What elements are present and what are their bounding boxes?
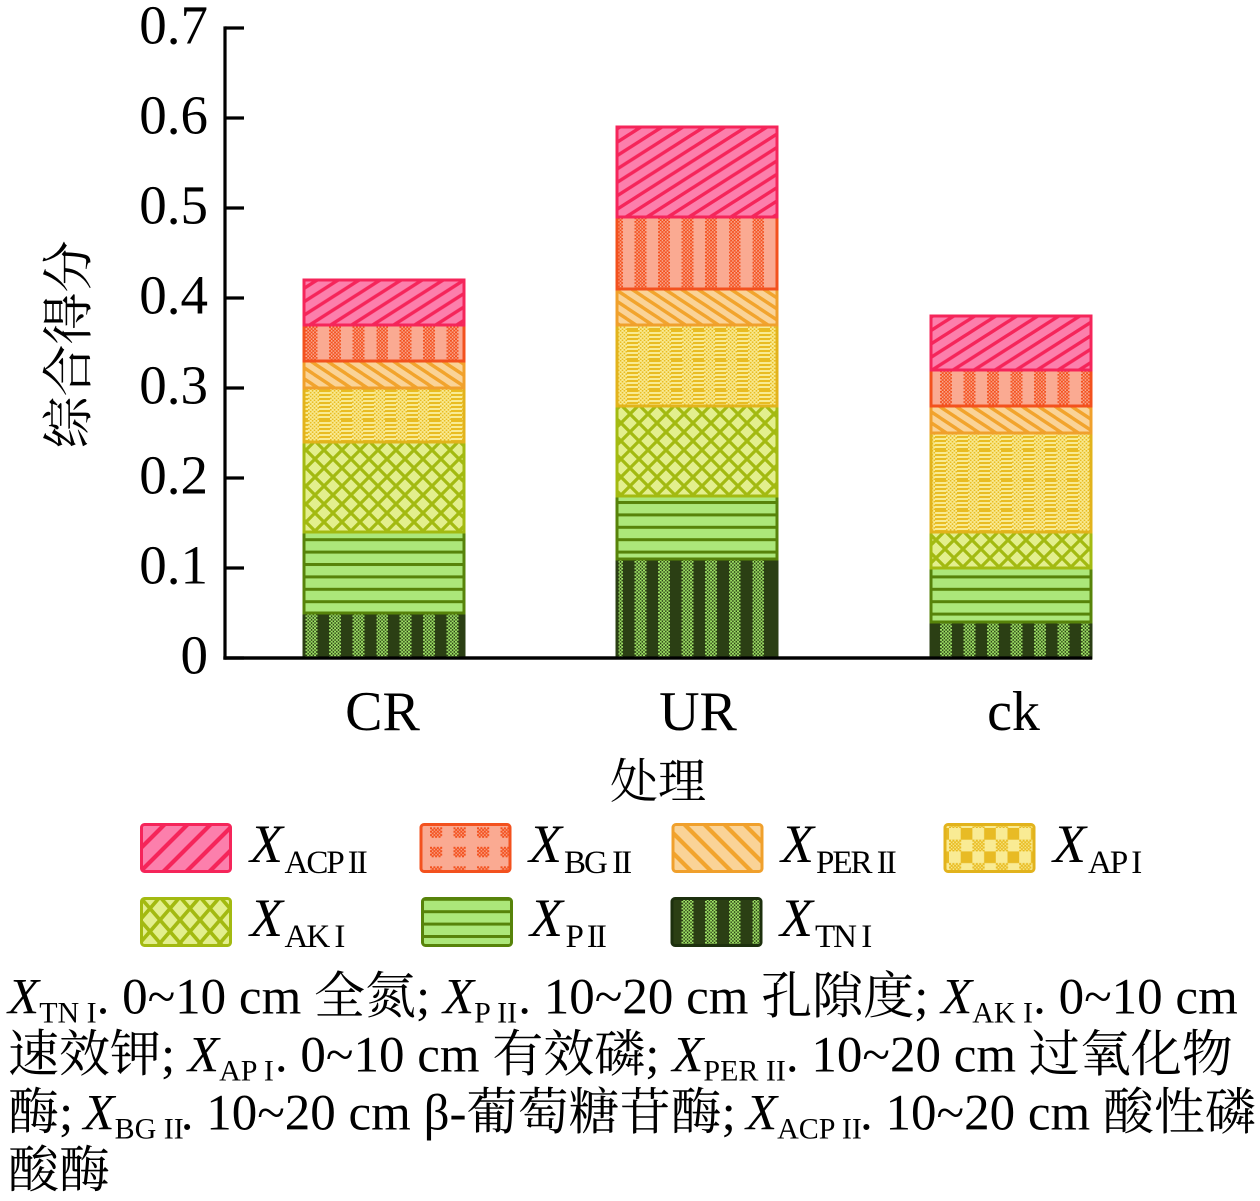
svg-text:;: ; — [59, 1086, 73, 1142]
svg-text:BG II: BG II — [115, 1113, 184, 1146]
svg-text:AK I: AK I — [972, 997, 1033, 1030]
svg-text:. 10~20 cm: . 10~20 cm — [518, 970, 748, 1026]
svg-text:0.6: 0.6 — [139, 85, 208, 146]
svg-text:AK I: AK I — [285, 919, 345, 955]
svg-text:;: ; — [161, 1028, 175, 1084]
svg-text:0.3: 0.3 — [139, 355, 208, 416]
svg-text:0: 0 — [181, 625, 209, 686]
svg-text:X: X — [528, 888, 565, 948]
svg-text:X: X — [779, 814, 816, 874]
svg-text:UR: UR — [659, 681, 737, 743]
svg-text:TN I: TN I — [39, 997, 96, 1030]
svg-text:ACP II: ACP II — [777, 1113, 862, 1146]
svg-text:X: X — [939, 970, 974, 1026]
svg-text:;: ; — [722, 1086, 736, 1142]
svg-text:0.7: 0.7 — [139, 0, 208, 56]
svg-text:P II: P II — [566, 919, 606, 955]
svg-text:X: X — [670, 1028, 705, 1084]
svg-text:AP I: AP I — [219, 1055, 274, 1088]
svg-text:P II: P II — [474, 997, 517, 1030]
svg-text:ck: ck — [987, 681, 1040, 743]
svg-text:X: X — [1051, 814, 1088, 874]
svg-text:0.4: 0.4 — [139, 265, 208, 326]
svg-text:. 0~10 cm: . 0~10 cm — [97, 970, 302, 1026]
svg-text:TN I: TN I — [815, 919, 871, 955]
svg-text:PER II: PER II — [703, 1055, 786, 1088]
svg-text:. 10~20 cm: . 10~20 cm — [860, 1086, 1090, 1142]
svg-text:0.1: 0.1 — [139, 535, 208, 596]
svg-text:CR: CR — [345, 681, 420, 743]
svg-text:0.2: 0.2 — [139, 445, 208, 506]
svg-text:X: X — [248, 888, 285, 948]
svg-text:X: X — [186, 1028, 221, 1084]
svg-text:X: X — [744, 1086, 779, 1142]
svg-text:. 0~10 cm: . 0~10 cm — [275, 1028, 480, 1084]
svg-text:X: X — [81, 1086, 116, 1142]
svg-text:X: X — [527, 814, 564, 874]
svg-text:. 10~20 cm: . 10~20 cm — [786, 1028, 1016, 1084]
svg-text:;: ; — [416, 970, 430, 1026]
svg-text:X: X — [6, 970, 41, 1026]
svg-text:AP I: AP I — [1088, 845, 1141, 881]
svg-text:X: X — [441, 970, 476, 1026]
svg-text:. 10~20 cm β-: . 10~20 cm β- — [181, 1086, 467, 1142]
svg-text:. 0~10 cm: . 0~10 cm — [1033, 970, 1238, 1026]
svg-text:BG II: BG II — [564, 845, 631, 881]
svg-text:;: ; — [914, 970, 928, 1026]
svg-text:X: X — [778, 888, 815, 948]
svg-text:0.5: 0.5 — [139, 175, 208, 236]
svg-text:ACP II: ACP II — [285, 845, 367, 881]
svg-text:PER II: PER II — [816, 845, 896, 881]
svg-text:X: X — [248, 814, 285, 874]
svg-text:;: ; — [645, 1028, 659, 1084]
